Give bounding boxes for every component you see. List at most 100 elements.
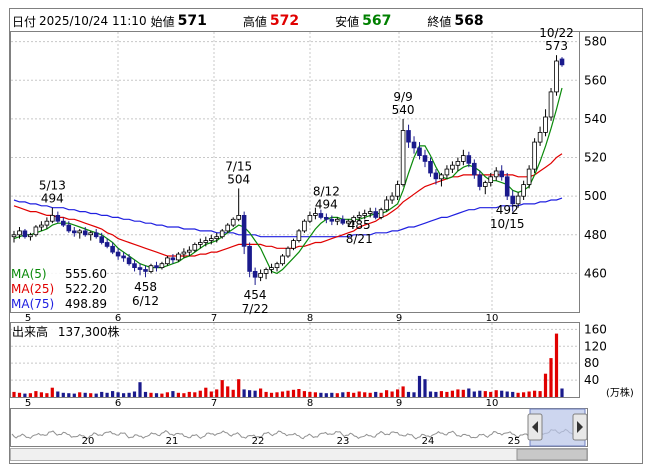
candle-body [44, 220, 50, 226]
volume-bar [417, 375, 422, 397]
volume-month-tick-label: 9 [396, 398, 402, 409]
volume-bar [434, 391, 438, 397]
candle-body [395, 184, 400, 197]
candle-body [230, 218, 236, 226]
arrow-left-icon [532, 421, 538, 433]
volume-bar [505, 391, 509, 397]
annotation-value: 504 [227, 172, 250, 186]
candle-body [274, 263, 280, 269]
candle-body [219, 230, 225, 238]
candle-body [384, 199, 389, 211]
volume-label: 出来高 [12, 325, 49, 339]
annotation-date: 7/15 [225, 159, 252, 173]
volume-bar [374, 391, 378, 397]
volume-bar [291, 389, 296, 397]
candle-body [433, 172, 439, 180]
volume-bar [23, 393, 27, 397]
volume-bar [494, 390, 498, 397]
navigator-panel[interactable] [10, 408, 588, 447]
candle-body [318, 213, 324, 218]
volume-bar [116, 392, 120, 397]
annotation-value: 494 [315, 198, 338, 212]
volume-month-tick-label: 6 [115, 398, 121, 409]
ma25-value: 522.20 [65, 282, 107, 296]
candle-body [263, 269, 269, 274]
volume-bar [226, 386, 230, 397]
volume-tick-label: 80 [584, 356, 599, 370]
volume-bar [379, 392, 383, 397]
candle-body [203, 240, 209, 243]
candle-body [181, 251, 187, 255]
candle-body [214, 236, 220, 239]
volume-bar [149, 392, 153, 397]
candle-body [444, 168, 450, 176]
candle-body [351, 216, 356, 222]
scrollbar-track[interactable] [10, 448, 588, 461]
volume-bar [439, 391, 443, 397]
volume-bar [401, 386, 405, 397]
volume-bar [50, 387, 54, 397]
scrollbar-thumb[interactable] [516, 448, 588, 461]
candle-body [93, 232, 99, 238]
volume-bar [220, 380, 224, 397]
candle-body [110, 245, 115, 253]
open-label: 始値 [150, 14, 175, 29]
volume-bar [34, 391, 38, 397]
candle-body [406, 130, 411, 143]
volume-bar [533, 390, 537, 397]
annotation-date: 7/22 [242, 302, 269, 316]
annotation-value: 485 [348, 218, 371, 232]
candle-body [186, 249, 192, 253]
volume-unit: (万株) [606, 388, 634, 399]
candle-body [66, 224, 72, 232]
volume-bar [78, 392, 82, 397]
volume-bar [269, 392, 274, 397]
candle-body [417, 147, 422, 156]
volume-bar [259, 388, 263, 397]
volume-bar [132, 391, 137, 397]
candle-body [439, 174, 444, 180]
candle-body [88, 232, 94, 236]
volume-month-tick-label: 5 [25, 398, 31, 409]
candle-body [422, 155, 428, 162]
ma75-label: MA(75) [11, 297, 55, 311]
candle-body [400, 130, 406, 185]
arrow-right-icon [577, 421, 583, 433]
volume-bar [297, 389, 301, 397]
candle-body [170, 257, 176, 261]
candle-body [373, 211, 378, 218]
volume-bar [549, 358, 553, 397]
candle-body [143, 269, 148, 272]
candle-body [548, 91, 554, 118]
candle-body [72, 230, 77, 234]
volume-bar [357, 391, 361, 397]
volume-bar [467, 388, 471, 397]
annotation-date: 10/15 [490, 217, 525, 231]
volume-bar [231, 389, 235, 397]
volume-bar [308, 391, 312, 397]
volume-bar [423, 379, 427, 397]
candle-body [510, 195, 515, 205]
volume-bar [363, 392, 367, 397]
volume-bar [275, 392, 279, 397]
annotation-value: 573 [545, 39, 568, 53]
candle-body [61, 220, 66, 226]
volume-tick-label: 120 [584, 339, 607, 353]
volume-bar [100, 391, 104, 397]
ma25-label: MA(25) [11, 282, 55, 296]
low-label: 安値 [335, 14, 360, 29]
navigator-year-label: 20 [82, 436, 95, 447]
candle-body [115, 251, 121, 257]
candle-body [499, 170, 504, 178]
candle-body [17, 230, 22, 236]
navigator-year-label: 21 [166, 436, 179, 447]
candle-body [362, 213, 367, 216]
volume-bar [83, 392, 87, 397]
price-panel [10, 31, 580, 313]
ma25-legend: MA(25) 522.20 [11, 282, 107, 297]
volume-bar [352, 392, 356, 397]
volume-bar [489, 391, 493, 397]
price-tick-label: 540 [584, 112, 607, 126]
